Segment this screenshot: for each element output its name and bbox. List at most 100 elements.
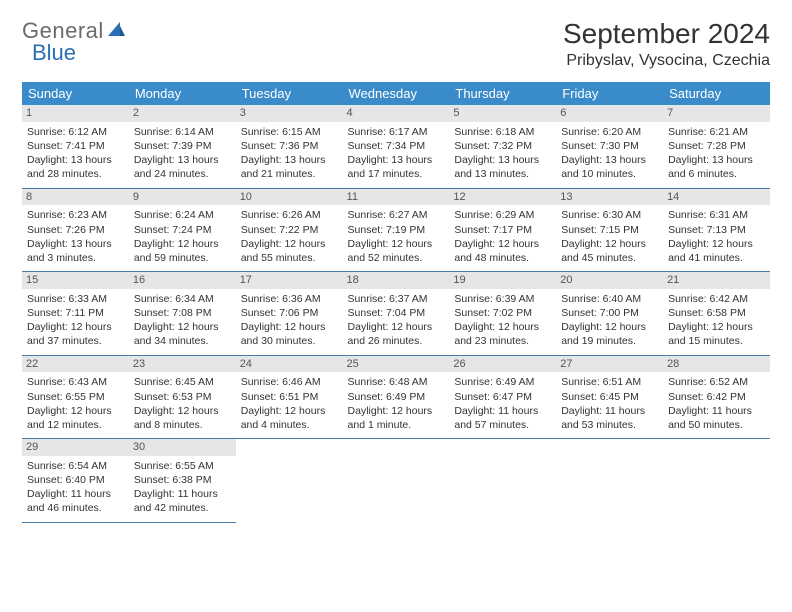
sunrise-text: Sunrise: 6:52 AM: [668, 375, 765, 389]
sunset-text: Sunset: 7:00 PM: [561, 306, 658, 320]
sunset-text: Sunset: 7:15 PM: [561, 223, 658, 237]
calendar-cell: 12Sunrise: 6:29 AMSunset: 7:17 PMDayligh…: [449, 188, 556, 272]
sunrise-text: Sunrise: 6:36 AM: [241, 292, 338, 306]
day-number: 9: [129, 189, 236, 206]
daylight-text: Daylight: 12 hours: [27, 320, 124, 334]
daylight-text: and 13 minutes.: [454, 167, 551, 181]
daylight-text: and 23 minutes.: [454, 334, 551, 348]
weekday-header: Friday: [556, 82, 663, 105]
daylight-text: Daylight: 11 hours: [134, 487, 231, 501]
daylight-text: Daylight: 13 hours: [668, 153, 765, 167]
calendar-cell: 2Sunrise: 6:14 AMSunset: 7:39 PMDaylight…: [129, 105, 236, 188]
day-number: 27: [556, 356, 663, 373]
calendar-cell: 3Sunrise: 6:15 AMSunset: 7:36 PMDaylight…: [236, 105, 343, 188]
daylight-text: Daylight: 12 hours: [241, 237, 338, 251]
sunrise-text: Sunrise: 6:45 AM: [134, 375, 231, 389]
daylight-text: Daylight: 12 hours: [241, 404, 338, 418]
daylight-text: and 46 minutes.: [27, 501, 124, 515]
calendar-cell: [236, 439, 343, 523]
header: General September 2024 Pribyslav, Vysoci…: [22, 18, 770, 70]
daylight-text: and 19 minutes.: [561, 334, 658, 348]
sunrise-text: Sunrise: 6:39 AM: [454, 292, 551, 306]
sunset-text: Sunset: 7:28 PM: [668, 139, 765, 153]
sunrise-text: Sunrise: 6:48 AM: [348, 375, 445, 389]
day-number: 10: [236, 189, 343, 206]
calendar-cell: 25Sunrise: 6:48 AMSunset: 6:49 PMDayligh…: [343, 355, 450, 439]
day-number: 24: [236, 356, 343, 373]
sunset-text: Sunset: 7:11 PM: [27, 306, 124, 320]
calendar-cell: 9 Sunrise: 6:24 AMSunset: 7:24 PMDaylight…: [129, 188, 236, 272]
calendar-cell: 23Sunrise: 6:45 AMSunset: 6:53 PMDayligh…: [129, 355, 236, 439]
location: Pribyslav, Vysocina, Czechia: [563, 52, 770, 70]
daylight-text: Daylight: 12 hours: [134, 320, 231, 334]
daylight-text: and 50 minutes.: [668, 418, 765, 432]
daylight-text: and 42 minutes.: [134, 501, 231, 515]
daylight-text: Daylight: 12 hours: [668, 320, 765, 334]
daylight-text: and 24 minutes.: [134, 167, 231, 181]
title-block: September 2024 Pribyslav, Vysocina, Czec…: [563, 18, 770, 70]
sunrise-text: Sunrise: 6:54 AM: [27, 459, 124, 473]
logo-text-blue: Blue: [32, 40, 76, 66]
calendar-cell: 11Sunrise: 6:27 AMSunset: 7:19 PMDayligh…: [343, 188, 450, 272]
calendar-cell: 10Sunrise: 6:26 AMSunset: 7:22 PMDayligh…: [236, 188, 343, 272]
daylight-text: Daylight: 13 hours: [454, 153, 551, 167]
daylight-text: and 28 minutes.: [27, 167, 124, 181]
daylight-text: and 53 minutes.: [561, 418, 658, 432]
sunrise-text: Sunrise: 6:27 AM: [348, 208, 445, 222]
calendar-cell: 1Sunrise: 6:12 AMSunset: 7:41 PMDaylight…: [22, 105, 129, 188]
daylight-text: and 37 minutes.: [27, 334, 124, 348]
daylight-text: and 3 minutes.: [27, 251, 124, 265]
calendar-cell: 29Sunrise: 6:54 AMSunset: 6:40 PMDayligh…: [22, 439, 129, 523]
sunset-text: Sunset: 7:24 PM: [134, 223, 231, 237]
sunrise-text: Sunrise: 6:26 AM: [241, 208, 338, 222]
sunset-text: Sunset: 6:42 PM: [668, 390, 765, 404]
day-number: 30: [129, 439, 236, 456]
sunrise-text: Sunrise: 6:24 AM: [134, 208, 231, 222]
calendar-cell: 26Sunrise: 6:49 AMSunset: 6:47 PMDayligh…: [449, 355, 556, 439]
calendar-row: 8Sunrise: 6:23 AMSunset: 7:26 PMDaylight…: [22, 188, 770, 272]
daylight-text: and 17 minutes.: [348, 167, 445, 181]
sunset-text: Sunset: 7:06 PM: [241, 306, 338, 320]
calendar-cell: 19Sunrise: 6:39 AMSunset: 7:02 PMDayligh…: [449, 272, 556, 356]
day-number: 7: [663, 105, 770, 122]
sunrise-text: Sunrise: 6:14 AM: [134, 125, 231, 139]
day-number: 17: [236, 272, 343, 289]
day-number: 16: [129, 272, 236, 289]
daylight-text: and 1 minute.: [348, 418, 445, 432]
calendar-row: 1Sunrise: 6:12 AMSunset: 7:41 PMDaylight…: [22, 105, 770, 188]
weekday-header: Monday: [129, 82, 236, 105]
calendar-cell: [556, 439, 663, 523]
calendar-cell: [449, 439, 556, 523]
calendar-cell: 5Sunrise: 6:18 AMSunset: 7:32 PMDaylight…: [449, 105, 556, 188]
calendar-table: Sunday Monday Tuesday Wednesday Thursday…: [22, 82, 770, 523]
daylight-text: Daylight: 11 hours: [27, 487, 124, 501]
calendar-row: 29Sunrise: 6:54 AMSunset: 6:40 PMDayligh…: [22, 439, 770, 523]
day-number: 15: [22, 272, 129, 289]
daylight-text: Daylight: 12 hours: [348, 404, 445, 418]
daylight-text: Daylight: 13 hours: [561, 153, 658, 167]
daylight-text: Daylight: 12 hours: [454, 237, 551, 251]
day-number: 13: [556, 189, 663, 206]
calendar-cell: 8Sunrise: 6:23 AMSunset: 7:26 PMDaylight…: [22, 188, 129, 272]
daylight-text: and 4 minutes.: [241, 418, 338, 432]
weekday-header: Saturday: [663, 82, 770, 105]
calendar-cell: 30Sunrise: 6:55 AMSunset: 6:38 PMDayligh…: [129, 439, 236, 523]
daylight-text: Daylight: 12 hours: [134, 237, 231, 251]
calendar-cell: 22Sunrise: 6:43 AMSunset: 6:55 PMDayligh…: [22, 355, 129, 439]
daylight-text: Daylight: 13 hours: [27, 237, 124, 251]
sunrise-text: Sunrise: 6:21 AM: [668, 125, 765, 139]
daylight-text: and 45 minutes.: [561, 251, 658, 265]
sunrise-text: Sunrise: 6:31 AM: [668, 208, 765, 222]
day-number: 3: [236, 105, 343, 122]
sunrise-text: Sunrise: 6:51 AM: [561, 375, 658, 389]
calendar-cell: 15Sunrise: 6:33 AMSunset: 7:11 PMDayligh…: [22, 272, 129, 356]
daylight-text: and 57 minutes.: [454, 418, 551, 432]
day-number: 21: [663, 272, 770, 289]
calendar-cell: [663, 439, 770, 523]
day-number: 19: [449, 272, 556, 289]
sunrise-text: Sunrise: 6:30 AM: [561, 208, 658, 222]
daylight-text: and 34 minutes.: [134, 334, 231, 348]
day-number: 20: [556, 272, 663, 289]
day-number: 6: [556, 105, 663, 122]
calendar-cell: 18Sunrise: 6:37 AMSunset: 7:04 PMDayligh…: [343, 272, 450, 356]
